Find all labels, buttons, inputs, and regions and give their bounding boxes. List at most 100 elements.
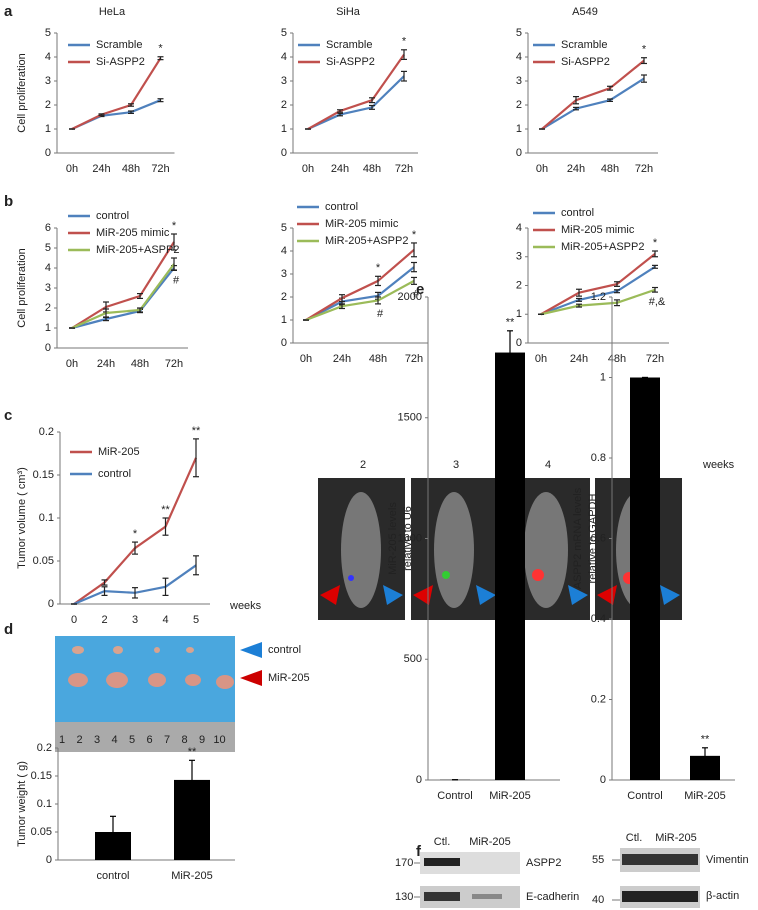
series-line bbox=[71, 267, 175, 330]
y-tick-label: 0.8 bbox=[591, 452, 606, 464]
error-bar bbox=[171, 233, 177, 251]
legend-label: control bbox=[561, 207, 594, 219]
legend-label: Si-ASPP2 bbox=[326, 56, 375, 68]
x-tick-label: 0h bbox=[535, 353, 547, 365]
y-tick-label: 0.2 bbox=[591, 693, 606, 705]
x-tick-label: 72h bbox=[165, 358, 183, 370]
x-tick-label: 3 bbox=[132, 614, 138, 626]
tumor bbox=[113, 646, 123, 654]
x-tick-label: 24h bbox=[567, 163, 585, 175]
y-tick-label: 4 bbox=[45, 51, 51, 63]
y-tick-label: 5 bbox=[45, 242, 51, 254]
y-tick-label: 2 bbox=[45, 99, 51, 111]
ruler-number: 10 bbox=[213, 734, 225, 746]
y-axis-label: MiR-205 levels bbox=[387, 502, 399, 575]
y-tick-label: 1 bbox=[600, 371, 606, 383]
series-line bbox=[540, 253, 656, 316]
marker: 170 bbox=[395, 857, 413, 869]
error-bar bbox=[411, 242, 417, 258]
y-axis-label: ASPP2 mRNA levels bbox=[572, 487, 584, 589]
series-line bbox=[71, 241, 175, 329]
panel-letter: d bbox=[4, 621, 13, 638]
y-tick-label: 0 bbox=[281, 147, 287, 159]
error-bar bbox=[110, 815, 116, 849]
y-axis-label: relative to U6 bbox=[402, 506, 414, 571]
x-tick-label: 48h bbox=[601, 163, 619, 175]
y-tick-label: 0 bbox=[600, 774, 606, 786]
protein: β-actin bbox=[706, 890, 739, 902]
x-tick-label: 4 bbox=[162, 614, 168, 626]
annotation: * bbox=[172, 220, 177, 232]
tumor bbox=[68, 673, 88, 687]
annotation: * bbox=[642, 44, 647, 56]
y-tick-label: 2 bbox=[516, 99, 522, 111]
annotation: # bbox=[377, 308, 384, 320]
protein: Vimentin bbox=[706, 854, 749, 866]
lane-label: Ctl. bbox=[626, 832, 643, 844]
tumor bbox=[72, 646, 84, 654]
annotation: ** bbox=[192, 425, 201, 437]
band bbox=[622, 891, 698, 902]
y-tick-label: 0.4 bbox=[591, 613, 606, 625]
series-line bbox=[71, 57, 162, 130]
error-bar bbox=[171, 257, 177, 271]
y-tick-label: 3 bbox=[45, 75, 51, 87]
x-tick-label: 24h bbox=[97, 358, 115, 370]
annotation: ** bbox=[506, 317, 515, 329]
x-tick-label: 48h bbox=[363, 163, 381, 175]
error-bar bbox=[132, 541, 138, 555]
annotation: * bbox=[412, 229, 417, 241]
error-bar bbox=[607, 98, 613, 103]
y-tick-label: 1500 bbox=[398, 412, 422, 424]
annotation: * bbox=[402, 36, 407, 48]
error-bar bbox=[339, 294, 345, 303]
marker: 40 bbox=[592, 894, 604, 906]
legend-label: control bbox=[98, 468, 131, 480]
x-tick-label: 0 bbox=[71, 614, 77, 626]
week-label: 4 bbox=[545, 459, 551, 471]
arrow bbox=[240, 642, 262, 658]
y-axis-label: relative to GAPDH bbox=[587, 494, 599, 584]
ruler-number: 3 bbox=[94, 734, 100, 746]
y-tick-label: 0 bbox=[416, 774, 422, 786]
x-tick-label: MiR-205 bbox=[684, 790, 726, 802]
arrow bbox=[476, 585, 496, 605]
y-tick-label: 4 bbox=[516, 51, 522, 63]
photo-label: MiR-205 bbox=[268, 672, 310, 684]
blot bbox=[420, 852, 520, 874]
tumor bbox=[185, 674, 201, 686]
mouse bbox=[524, 492, 568, 608]
chart: Tumor weight ( g) 0 0.05 0.1 0.15 0.2 control M… bbox=[16, 742, 235, 882]
y-tick-label: 5 bbox=[45, 27, 51, 39]
y-tick-label: 3 bbox=[45, 282, 51, 294]
tumor bbox=[148, 673, 166, 687]
series-line bbox=[540, 288, 656, 316]
error-bar bbox=[702, 747, 708, 765]
tumor bbox=[216, 675, 234, 689]
y-tick-label: 0 bbox=[48, 598, 54, 610]
legend-label: Si-ASPP2 bbox=[561, 56, 610, 68]
error-bar bbox=[369, 104, 375, 110]
error-bar bbox=[652, 264, 658, 269]
panel-letter: b bbox=[4, 193, 13, 210]
ruler-number: 7 bbox=[164, 734, 170, 746]
y-tick-label: 0 bbox=[516, 147, 522, 159]
legend-label: Scramble bbox=[561, 39, 607, 51]
legend-label: MiR-205 mimic bbox=[561, 224, 635, 236]
chart: MiR-205 levels relative to U6 0 500 1000 1500… bbox=[387, 291, 560, 802]
annotation: #,& bbox=[649, 296, 666, 308]
y-tick-label: 4 bbox=[516, 222, 522, 234]
legend-label: control bbox=[325, 201, 358, 213]
y-tick-label: 3 bbox=[516, 251, 522, 263]
x-tick-label: 24h bbox=[333, 353, 351, 365]
error-bar bbox=[375, 275, 381, 287]
tumor-photo: control MiR-205 bbox=[55, 636, 310, 752]
chart: 0 1 2 3 4 5 0h 24h 48h 72h control MiR-205 mimic MiR… bbox=[281, 201, 428, 365]
protein: ASPP2 bbox=[526, 857, 561, 869]
error-bar bbox=[369, 97, 375, 104]
y-tick-label: 0.2 bbox=[39, 426, 54, 438]
blot bbox=[420, 886, 520, 908]
error-bar bbox=[339, 303, 345, 310]
chart: Tumor volume ( cm³) weeks 0 0.05 0.1 0.15 0.2 0… bbox=[16, 425, 262, 626]
band bbox=[622, 854, 698, 865]
